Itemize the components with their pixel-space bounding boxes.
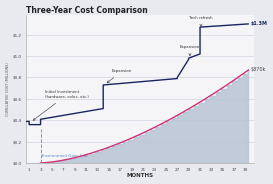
X-axis label: MONTHS: MONTHS <box>127 174 154 178</box>
Text: Three-Year Cost Comparison: Three-Year Cost Comparison <box>26 6 148 15</box>
Text: Expansion: Expansion <box>180 45 200 56</box>
Text: Initial Investment
(hardware, coloc, etc.): Initial Investment (hardware, coloc, etc… <box>33 90 89 120</box>
Y-axis label: CUMULATIVE COST (MILLIONS): CUMULATIVE COST (MILLIONS) <box>5 62 10 116</box>
Text: $870k: $870k <box>250 68 266 72</box>
Text: $1.3M: $1.3M <box>250 21 267 26</box>
Text: Tech refresh: Tech refresh <box>189 16 212 26</box>
Polygon shape <box>41 70 248 163</box>
Text: Expansion: Expansion <box>107 69 132 83</box>
Text: Environment Goes Live: Environment Goes Live <box>42 154 88 158</box>
